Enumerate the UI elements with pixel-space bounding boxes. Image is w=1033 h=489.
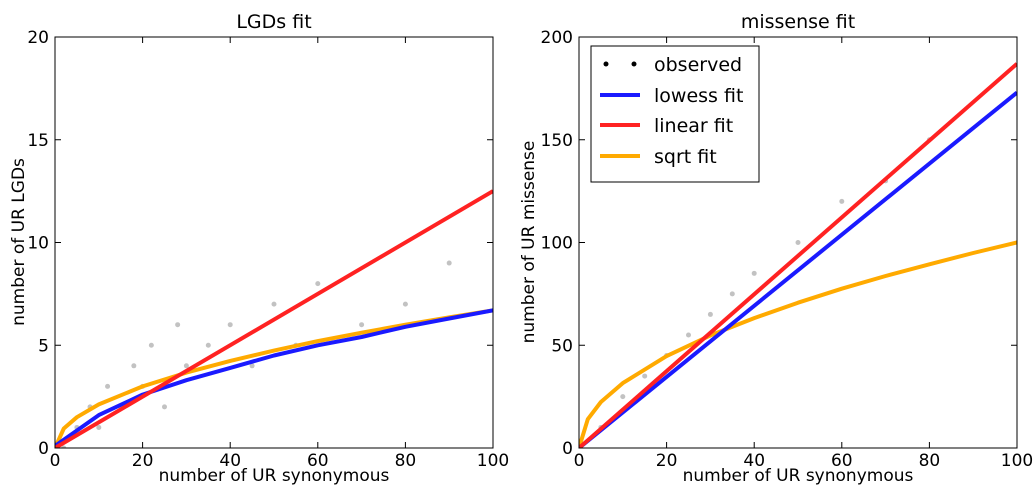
linear-fit-line bbox=[55, 189, 493, 448]
scatter-point bbox=[96, 424, 102, 430]
x-tick-label: 0 bbox=[50, 451, 61, 471]
scatter-point bbox=[729, 291, 735, 297]
scatter-point bbox=[359, 322, 365, 328]
x-tick-label: 80 bbox=[395, 451, 417, 471]
y-ticks: 0 50 100 150 200 bbox=[541, 28, 1017, 459]
legend-marker-observed bbox=[603, 61, 609, 67]
scatter-point bbox=[271, 301, 277, 307]
scatter-point bbox=[686, 332, 691, 338]
x-tick-label: 80 bbox=[919, 451, 941, 471]
scatter-point bbox=[642, 373, 648, 379]
scatter-point bbox=[205, 342, 211, 348]
x-tick-label: 40 bbox=[219, 451, 241, 471]
x-ticks: 0 20 40 60 80 100 bbox=[574, 37, 1033, 471]
scatter-point bbox=[402, 301, 408, 307]
linear-fit-line bbox=[579, 62, 1017, 448]
y-tick-label: 100 bbox=[541, 234, 573, 254]
scatter-point bbox=[183, 363, 189, 369]
plot-frame bbox=[578, 36, 1018, 449]
plot-frame bbox=[54, 36, 494, 449]
y-tick-label: 50 bbox=[551, 336, 573, 356]
scatter-point bbox=[131, 363, 137, 369]
scatter-point bbox=[839, 198, 845, 204]
y-tick-label: 150 bbox=[541, 131, 573, 151]
x-tick-label: 0 bbox=[574, 451, 585, 471]
scatter-point bbox=[249, 363, 255, 369]
scatter-point bbox=[227, 322, 233, 328]
legend-label-linear: linear fit bbox=[654, 115, 733, 137]
scatter-point bbox=[751, 270, 757, 276]
x-tick-label: 20 bbox=[656, 451, 678, 471]
legend: observed lowess fit linear fit sqrt fit bbox=[590, 45, 760, 183]
x-tick-label: 40 bbox=[743, 451, 765, 471]
x-axis-label: number of UR synonymous bbox=[159, 466, 390, 486]
scatter-point bbox=[175, 322, 181, 328]
sqrt-fit-line bbox=[55, 308, 493, 448]
y-tick-label: 200 bbox=[541, 28, 573, 48]
scatter-point bbox=[707, 311, 713, 317]
sqrt-fit-line bbox=[579, 240, 1017, 448]
y-tick-label: 5 bbox=[38, 336, 49, 356]
legend-label-sqrt: sqrt fit bbox=[654, 146, 717, 168]
scatter-point bbox=[162, 404, 167, 410]
y-ticks: 0 5 10 15 20 bbox=[27, 28, 493, 459]
y-axis-label: number of UR LGDs bbox=[9, 158, 29, 326]
scatter-point bbox=[446, 260, 452, 266]
scatter-points bbox=[61, 260, 452, 448]
lgds-fit-panel: LGDs fit number of UR synonymous number … bbox=[9, 11, 509, 486]
scatter-point bbox=[148, 342, 154, 348]
lowess-fit-line bbox=[579, 90, 1017, 448]
x-tick-label: 60 bbox=[831, 451, 853, 471]
y-axis-label: number of UR missense bbox=[519, 141, 539, 344]
fit-lines bbox=[55, 189, 493, 448]
y-tick-label: 10 bbox=[27, 234, 49, 254]
chart-title: missense fit bbox=[741, 11, 855, 33]
lowess-fit-line bbox=[55, 308, 493, 448]
missense-fit-panel: missense fit number of UR synonymous num… bbox=[519, 11, 1033, 486]
x-tick-label: 60 bbox=[307, 451, 329, 471]
x-tick-label: 100 bbox=[477, 451, 509, 471]
y-tick-label: 0 bbox=[38, 439, 49, 459]
scatter-point bbox=[105, 383, 111, 389]
legend-box bbox=[590, 45, 760, 183]
x-ticks: 0 20 40 60 80 100 bbox=[50, 37, 509, 471]
scatter-point bbox=[315, 281, 321, 287]
x-tick-label: 100 bbox=[1001, 451, 1033, 471]
x-axis-label: number of UR synonymous bbox=[683, 466, 914, 486]
legend-label-lowess: lowess fit bbox=[654, 85, 743, 107]
y-tick-label: 15 bbox=[27, 131, 49, 151]
scatter-point bbox=[795, 240, 801, 245]
legend-marker-observed bbox=[631, 61, 637, 67]
chart-title: LGDs fit bbox=[236, 11, 311, 33]
legend-label-observed: observed bbox=[654, 54, 742, 76]
x-tick-label: 20 bbox=[132, 451, 154, 471]
scatter-point bbox=[620, 394, 626, 400]
fit-lines bbox=[579, 62, 1017, 448]
y-tick-label: 20 bbox=[27, 28, 49, 48]
y-tick-label: 0 bbox=[562, 439, 573, 459]
scatter-point bbox=[61, 445, 67, 448]
